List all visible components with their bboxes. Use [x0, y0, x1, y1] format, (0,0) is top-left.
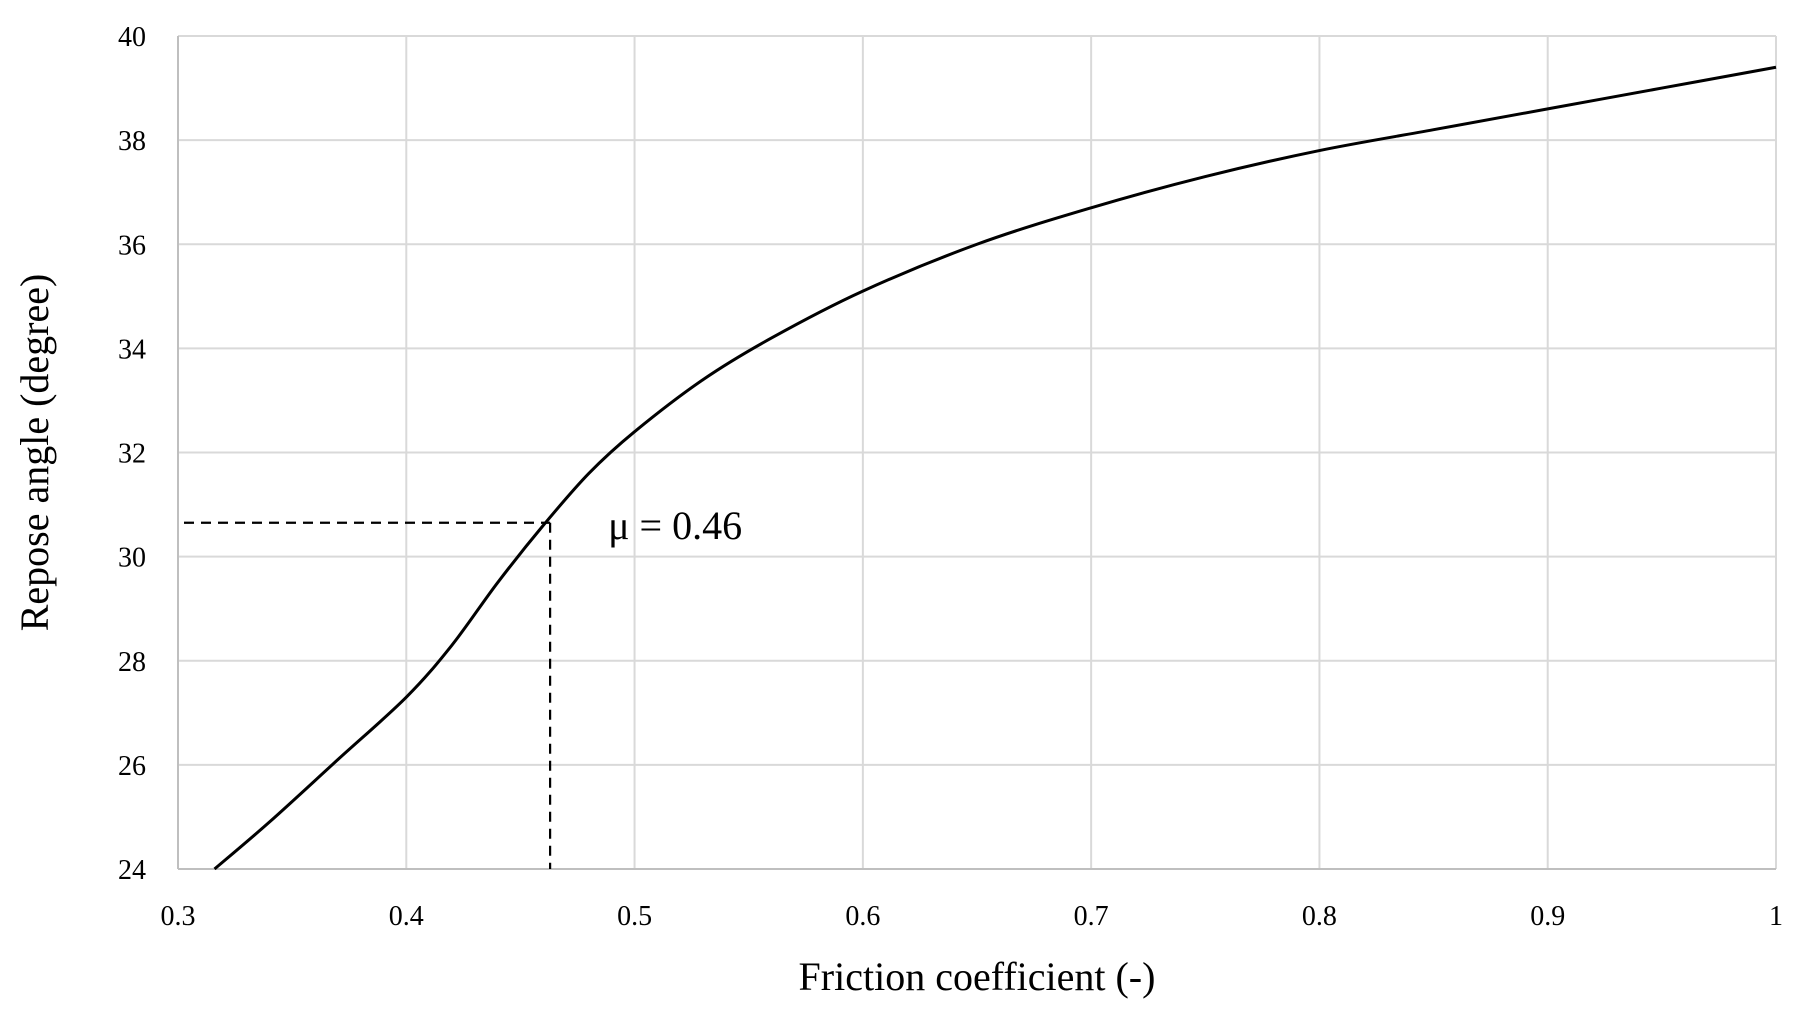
x-tick-label: 0.9: [1530, 901, 1565, 932]
x-tick-label: 0.7: [1074, 901, 1109, 932]
y-tick-label: 36: [118, 230, 146, 261]
x-tick-label: 0.6: [845, 901, 880, 932]
y-tick-label: 30: [118, 543, 146, 574]
grid: [178, 35, 1777, 869]
y-tick-label: 26: [118, 751, 146, 782]
y-tick-label: 24: [118, 855, 146, 886]
axes: [177, 36, 1776, 870]
x-tick-label: 0.4: [389, 901, 424, 932]
x-axis-title: Friction coefficient (-): [799, 954, 1156, 999]
y-tick-label: 40: [118, 22, 146, 53]
y-tick-label: 28: [118, 647, 146, 678]
x-tick-label: 0.5: [617, 901, 652, 932]
y-tick-label: 38: [118, 126, 146, 157]
x-tick-labels: 0.3 0.4 0.5 0.6 0.7 0.8 0.9 1: [161, 901, 1784, 932]
repose-angle-curve: [213, 65, 1777, 871]
series-group: [213, 65, 1777, 871]
y-tick-label: 34: [118, 334, 146, 365]
annotation-label: μ = 0.46: [608, 503, 742, 548]
y-tick-labels: 24 26 28 30 32 34 36 38 40: [118, 22, 146, 886]
y-axis-title: Repose angle (degree): [12, 274, 57, 632]
x-tick-label: 0.3: [161, 901, 196, 932]
reference-lines: [184, 521, 552, 869]
x-tick-label: 0.8: [1302, 901, 1337, 932]
x-tick-label: 1: [1769, 901, 1783, 932]
y-tick-label: 32: [118, 439, 146, 470]
